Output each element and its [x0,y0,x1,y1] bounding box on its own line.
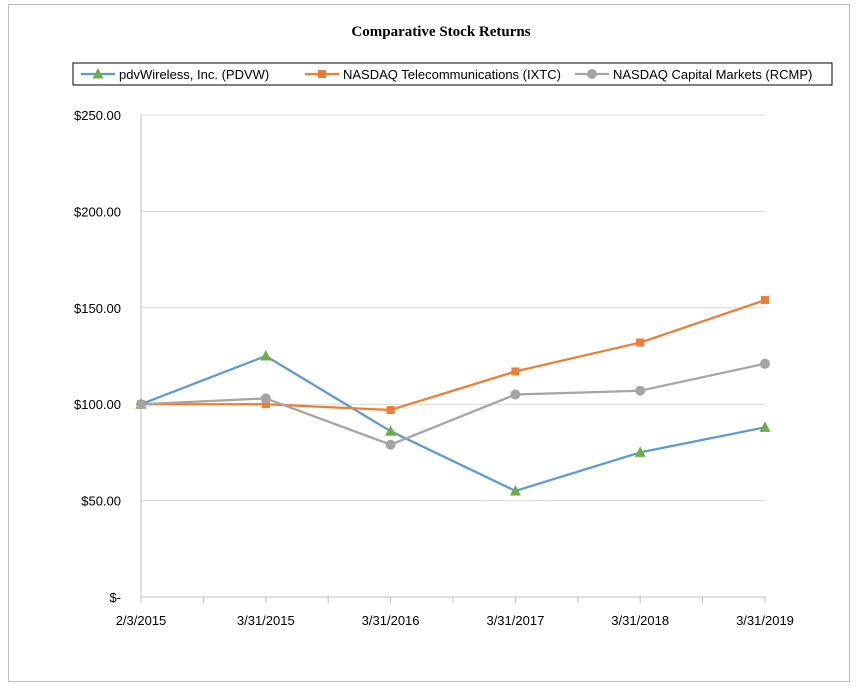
data-point [511,367,520,376]
y-tick-label: $100.00 [74,397,121,412]
legend-box [72,62,833,86]
series-line [140,354,766,493]
gridlines [141,114,765,502]
data-point [261,400,270,409]
chart-title: Comparative Stock Returns [351,24,530,40]
series-line [141,299,766,412]
data-point [635,385,646,396]
line-chart: Comparative Stock Returns pdvWireless, I… [72,24,833,628]
data-point [636,338,645,347]
data-point [260,393,271,404]
x-tick-label: 3/31/2018 [611,613,669,628]
legend-label: NASDAQ Capital Markets (RCMP) [613,67,812,82]
x-tick-label: 3/31/2016 [362,613,420,628]
legend: pdvWireless, Inc. (PDVW) NASDAQ Telecommu… [72,62,833,86]
series-line [140,362,766,446]
legend-label: NASDAQ Telecommunications (IXTC) [343,67,561,82]
data-point [260,350,272,361]
x-tick-label: 3/31/2015 [237,613,295,628]
x-tick-label: 3/31/2017 [486,613,544,628]
y-tick-label: $150.00 [74,301,121,316]
data-point [761,296,769,305]
series-pdvwireless-inc-pdvw [135,350,771,496]
y-tick-label: $- [109,590,121,605]
axes: $- $50.00 $100.00 $150.00 $200.00 $250.00 2/3/… [74,108,794,628]
legend-swatch-marker [318,70,326,78]
x-tick-label: 3/31/2019 [736,613,794,628]
data-point [386,405,395,414]
data-point [136,399,146,410]
chart-frame: Comparative Stock Returns pdvWireless, I… [8,4,850,682]
series-layer [135,296,771,496]
legend-swatch-marker [92,68,104,79]
data-point [510,389,521,400]
data-point [385,425,397,436]
legend-item: pdvWireless, Inc. (PDVW) [81,67,269,82]
data-point [509,484,521,496]
data-point [759,421,771,432]
y-tick-label: $250.00 [74,108,121,123]
legend-label: pdvWireless, Inc. (PDVW) [119,67,269,82]
legend-item: NASDAQ Capital Markets (RCMP) [575,67,812,82]
y-tick-label: $200.00 [74,204,121,219]
series-nasdaq-capital-markets-rcmp [136,358,770,450]
y-tick-label: $50.00 [81,494,121,509]
series-nasdaq-telecommunications-ixtc [137,296,769,414]
x-tick-label: 2/3/2015 [116,613,167,628]
data-point [634,446,646,457]
data-point [385,439,396,450]
legend-item: NASDAQ Telecommunications (IXTC) [305,67,561,82]
legend-swatch-marker [587,69,597,79]
data-point [760,358,770,369]
